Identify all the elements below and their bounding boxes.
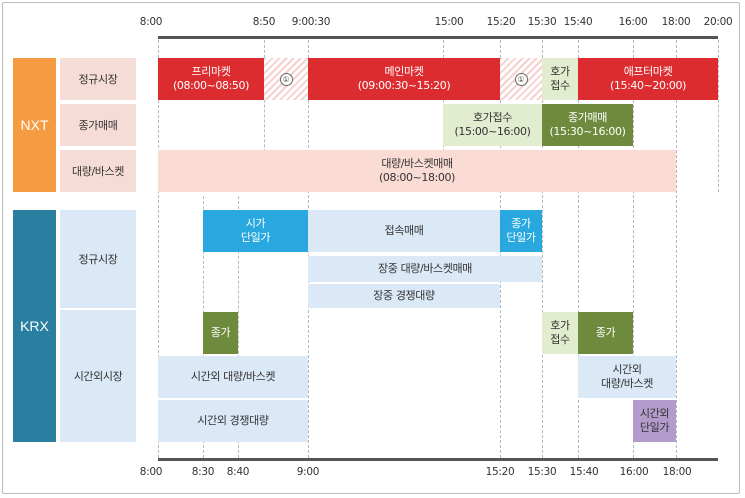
nxt-gap-1: ①: [264, 58, 308, 100]
guide-line: [633, 40, 634, 458]
guide-line: [264, 40, 265, 192]
diagram-frame: [2, 2, 740, 494]
krx-after-closing-bar: 종가: [578, 312, 633, 354]
gap-marker-icon: ①: [279, 72, 293, 86]
guide-line: [718, 40, 719, 192]
guide-line: [158, 40, 159, 458]
bottom-tick: 15:40: [569, 466, 599, 478]
nxt-after-market-bar: 애프터마켓 (15:40~20:00): [578, 58, 718, 100]
guide-line: [578, 40, 579, 458]
nxt-row-block-label: 대량/바스켓: [60, 150, 136, 192]
nxt-gap-2: ①: [500, 58, 542, 100]
top-tick: 8:00: [139, 16, 163, 28]
guide-line: [676, 40, 677, 458]
krx-group-label: KRX: [13, 210, 56, 442]
krx-continuous-bar: 접속매매: [308, 210, 500, 252]
krx-row-after-hours-label: 시간외시장: [60, 310, 136, 442]
top-tick: 15:30: [527, 16, 557, 28]
nxt-closing-order-bar: 호가접수 (15:00~16:00): [443, 104, 542, 146]
krx-after-auction-bar: 호가 접수: [542, 312, 578, 354]
nxt-pre-market-bar: 프리마켓 (08:00~08:50): [158, 58, 264, 100]
nxt-row-closing-label: 종가매매: [60, 104, 136, 146]
krx-post-block-bar: 시간외 대량/바스켓: [578, 356, 676, 398]
bottom-tick: 18:00: [662, 466, 692, 478]
bottom-tick: 16:00: [619, 466, 649, 478]
top-axis-line: [158, 36, 718, 39]
bottom-axis-line: [158, 458, 718, 461]
krx-post-single-bar: 시간외 단일가: [633, 400, 676, 442]
top-tick: 15:00: [434, 16, 464, 28]
top-tick: 8:50: [252, 16, 276, 28]
krx-pre-block-bar: 시간외 대량/바스켓: [158, 356, 308, 398]
krx-open-single-bar: 시가 단일가: [203, 210, 308, 252]
top-tick: 16:00: [618, 16, 648, 28]
krx-pre-competitive-bar: 시간외 경쟁대량: [158, 400, 308, 442]
guide-line: [238, 196, 239, 458]
top-tick: 9:00:30: [291, 16, 331, 28]
top-tick: 20:00: [703, 16, 733, 28]
top-tick: 18:00: [661, 16, 691, 28]
guide-line: [542, 40, 543, 458]
nxt-main-market-bar: 메인마켓 (09:00:30~15:20): [308, 58, 500, 100]
top-tick: 15:20: [486, 16, 516, 28]
bottom-tick: 8:40: [226, 466, 250, 478]
nxt-closing-trade-bar: 종가매매 (15:30~16:00): [542, 104, 633, 146]
nxt-block-trade-bar: 대량/바스켓매매 (08:00~18:00): [158, 150, 676, 192]
bottom-tick: 9:00: [296, 466, 320, 478]
krx-intraday-block-bar: 장중 대량/바스켓매매: [308, 256, 542, 282]
nxt-row-regular-label: 정규시장: [60, 58, 136, 100]
krx-row-regular-label: 정규시장: [60, 210, 136, 308]
gap-marker-icon: ①: [514, 72, 528, 86]
krx-close-single-bar: 종가 단일가: [500, 210, 542, 252]
krx-intraday-competitive-bar: 장중 경쟁대량: [308, 284, 500, 308]
bottom-tick: 8:00: [139, 466, 163, 478]
krx-pre-closing-bar: 종가: [203, 312, 238, 354]
top-tick: 15:40: [563, 16, 593, 28]
bottom-tick: 15:30: [527, 466, 557, 478]
nxt-group-label: NXT: [13, 58, 56, 192]
bottom-tick: 8:30: [191, 466, 215, 478]
bottom-tick: 15:20: [485, 466, 515, 478]
nxt-auction-bar: 호가 접수: [542, 58, 578, 100]
